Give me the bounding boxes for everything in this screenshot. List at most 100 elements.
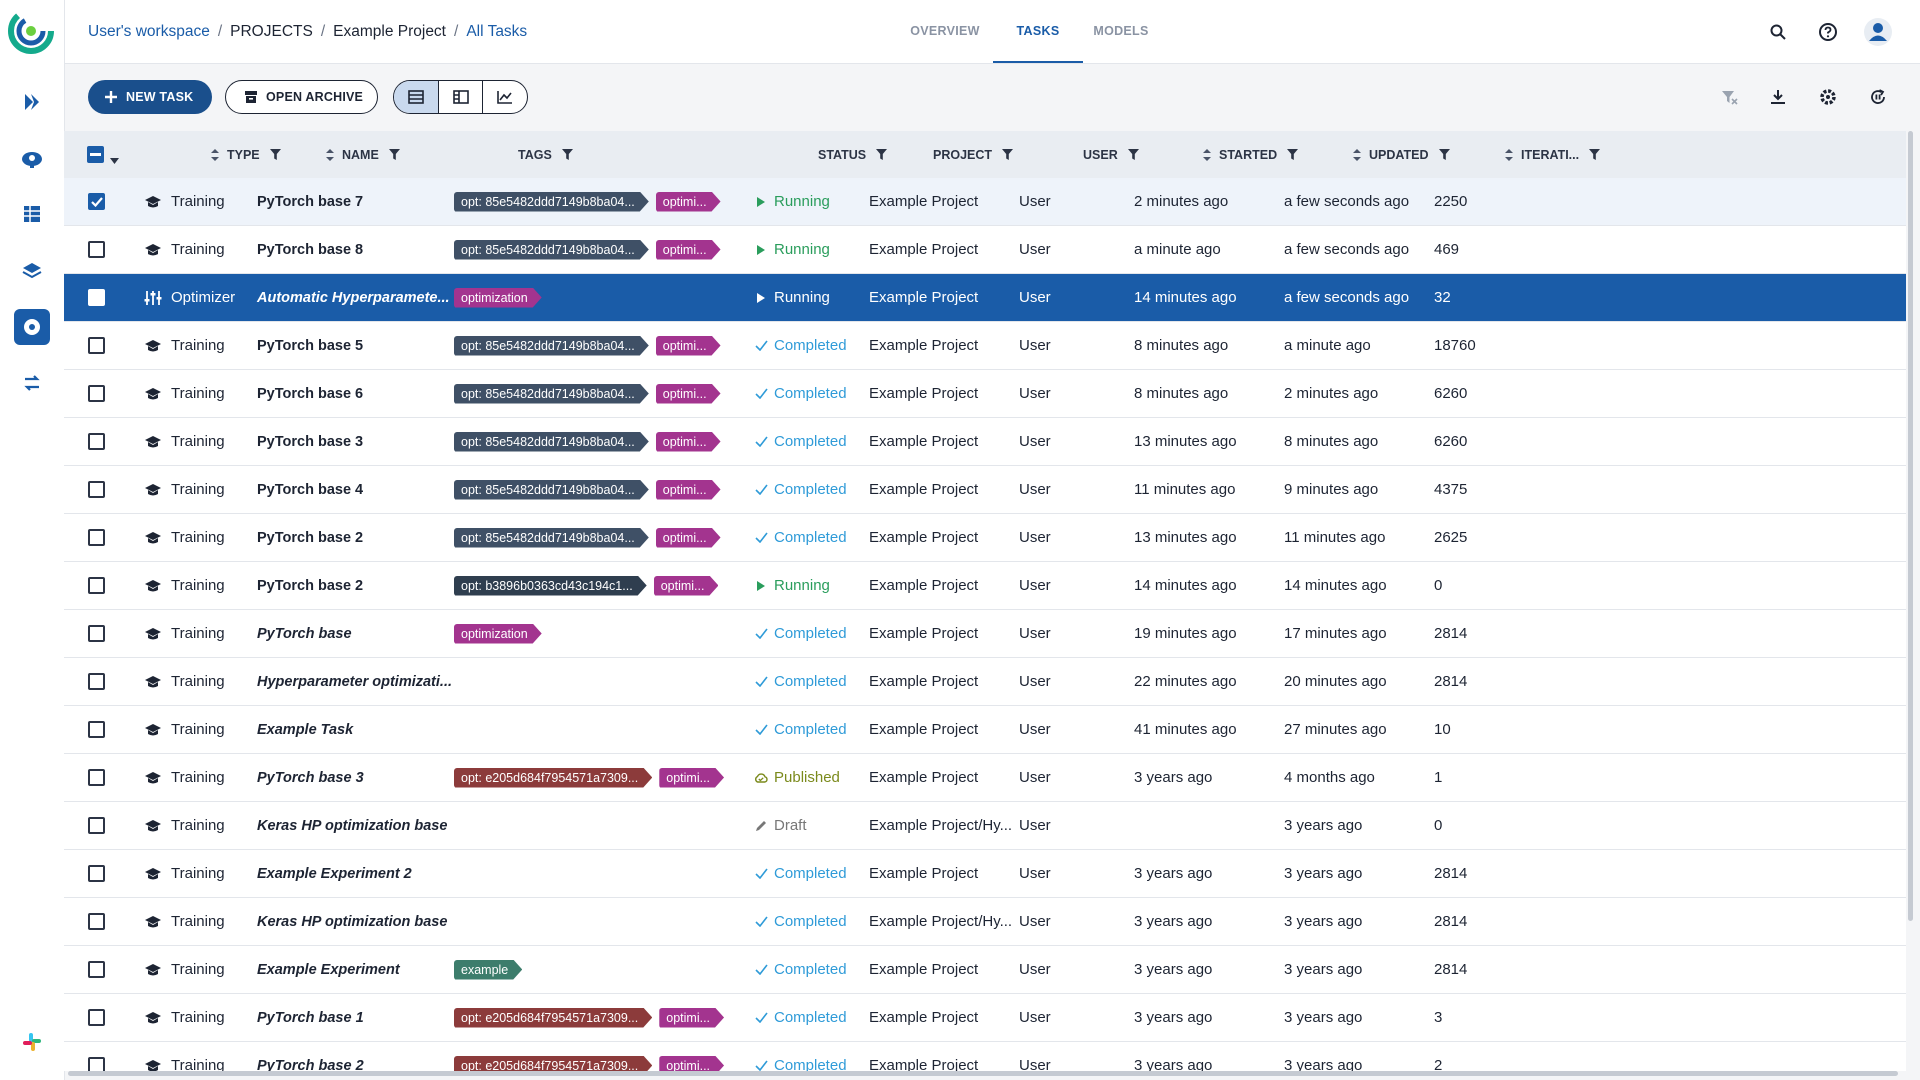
tag[interactable]: example xyxy=(454,960,522,980)
task-name[interactable]: PyTorch base 1 xyxy=(257,1009,364,1026)
filter-icon[interactable] xyxy=(1438,149,1450,160)
nav-orchestration[interactable] xyxy=(14,365,50,401)
auto-refresh-icon[interactable] xyxy=(1862,81,1894,113)
filter-icon[interactable] xyxy=(561,149,573,160)
compare-view-button[interactable] xyxy=(483,81,527,113)
tag[interactable]: optimi... xyxy=(656,480,721,500)
task-name[interactable]: PyTorch base 7 xyxy=(257,193,364,210)
task-name[interactable]: PyTorch base 4 xyxy=(257,481,364,498)
task-name[interactable]: PyTorch base 2 xyxy=(257,1057,364,1072)
sort-icon[interactable] xyxy=(1203,148,1211,161)
tag[interactable]: optimi... xyxy=(659,1008,724,1028)
tag[interactable]: optimization xyxy=(454,624,542,644)
logo[interactable] xyxy=(8,8,54,54)
table-row[interactable]: Training Keras HP optimization base Comple… xyxy=(64,898,1906,946)
open-archive-button[interactable]: OPEN ARCHIVE xyxy=(225,80,378,114)
sort-icon[interactable] xyxy=(326,148,334,161)
table-row[interactable]: Training PyTorch base optimization Complete… xyxy=(64,610,1906,658)
nav-layers[interactable] xyxy=(14,253,50,289)
row-checkbox[interactable] xyxy=(88,865,105,882)
table-row[interactable]: Training PyTorch base 2 opt: e205d684f7954… xyxy=(64,1042,1906,1071)
task-name[interactable]: Example Experiment xyxy=(257,961,400,978)
settings-icon[interactable] xyxy=(1812,81,1844,113)
row-checkbox[interactable] xyxy=(88,385,105,402)
row-checkbox[interactable] xyxy=(88,1057,105,1071)
task-name[interactable]: Example Task xyxy=(257,721,354,738)
nav-models[interactable] xyxy=(14,140,50,176)
row-checkbox[interactable] xyxy=(88,193,105,210)
sort-icon[interactable] xyxy=(211,148,219,161)
table-row[interactable]: Training PyTorch base 2 opt: b3896b0363cd4… xyxy=(64,562,1906,610)
table-row[interactable]: Training PyTorch base 3 opt: e205d684f7954… xyxy=(64,754,1906,802)
tag[interactable]: opt: b3896b0363cd43c194c1... xyxy=(454,576,647,596)
tag[interactable]: optimi... xyxy=(656,336,721,356)
sort-icon[interactable] xyxy=(1505,148,1513,161)
sort-icon[interactable] xyxy=(1353,148,1361,161)
breadcrumb-item[interactable]: Example Project xyxy=(333,22,446,40)
task-name[interactable]: PyTorch base xyxy=(257,625,352,642)
filter-icon[interactable] xyxy=(269,149,281,160)
nav-datasets[interactable] xyxy=(14,196,50,232)
tag[interactable]: optimi... xyxy=(656,240,721,260)
filter-icon[interactable] xyxy=(1127,149,1139,160)
tag[interactable]: optimi... xyxy=(656,528,721,548)
task-name[interactable]: PyTorch base 2 xyxy=(257,529,364,546)
table-row[interactable]: Optimizer Automatic Hyperparamete... optim… xyxy=(64,274,1906,322)
filter-icon[interactable] xyxy=(1589,149,1601,160)
table-row[interactable]: Training PyTorch base 4 opt: 85e5482ddd714… xyxy=(64,466,1906,514)
tag[interactable]: optimi... xyxy=(654,576,719,596)
breadcrumb-item[interactable]: User's workspace xyxy=(88,22,210,40)
tag[interactable]: opt: e205d684f7954571a7309... xyxy=(454,768,652,788)
row-checkbox[interactable] xyxy=(88,481,105,498)
task-name[interactable]: PyTorch base 8 xyxy=(257,241,364,258)
table-row[interactable]: Training PyTorch base 8 opt: 85e5482ddd714… xyxy=(64,226,1906,274)
row-checkbox[interactable] xyxy=(88,1009,105,1026)
tag[interactable]: opt: 85e5482ddd7149b8ba04... xyxy=(454,432,649,452)
tag[interactable]: optimi... xyxy=(659,1056,724,1072)
search-icon[interactable] xyxy=(1762,16,1794,48)
tag[interactable]: optimization xyxy=(454,288,542,308)
tag[interactable]: opt: 85e5482ddd7149b8ba04... xyxy=(454,240,649,260)
task-name[interactable]: PyTorch base 5 xyxy=(257,337,364,354)
filter-icon[interactable] xyxy=(876,149,888,160)
table-row[interactable]: Training Example Task Completed Example Pro… xyxy=(64,706,1906,754)
table-row[interactable]: Training PyTorch base 6 opt: 85e5482ddd714… xyxy=(64,370,1906,418)
filter-icon[interactable] xyxy=(388,149,400,160)
row-checkbox[interactable] xyxy=(88,817,105,834)
row-checkbox[interactable] xyxy=(88,433,105,450)
task-name[interactable]: PyTorch base 3 xyxy=(257,433,364,450)
task-name[interactable]: PyTorch base 2 xyxy=(257,577,364,594)
filter-icon[interactable] xyxy=(1002,149,1014,160)
select-all-checkbox[interactable] xyxy=(87,146,104,163)
row-checkbox[interactable] xyxy=(88,289,105,306)
details-view-button[interactable] xyxy=(439,81,484,113)
tab[interactable]: MODELS xyxy=(1093,23,1149,38)
tag[interactable]: optimi... xyxy=(656,432,721,452)
tag[interactable]: opt: e205d684f7954571a7309... xyxy=(454,1008,652,1028)
table-row[interactable]: Training PyTorch base 7 opt: 85e5482ddd714… xyxy=(64,178,1906,226)
task-name[interactable]: Keras HP optimization base xyxy=(257,817,448,834)
tag[interactable]: optimi... xyxy=(656,192,721,212)
tag[interactable]: optimi... xyxy=(656,384,721,404)
download-icon[interactable] xyxy=(1762,81,1794,113)
table-row[interactable]: Training Example Experiment example Complet… xyxy=(64,946,1906,994)
row-checkbox[interactable] xyxy=(88,529,105,546)
task-name[interactable]: PyTorch base 3 xyxy=(257,769,364,786)
nav-slack[interactable] xyxy=(14,1024,50,1060)
table-row[interactable]: Training PyTorch base 5 opt: 85e5482ddd714… xyxy=(64,322,1906,370)
table-row[interactable]: Training Hyperparameter optimizati... Comp… xyxy=(64,658,1906,706)
breadcrumb-item[interactable]: All Tasks xyxy=(466,22,528,40)
table-row[interactable]: Training PyTorch base 2 opt: 85e5482ddd714… xyxy=(64,514,1906,562)
table-row[interactable]: Training Example Experiment 2 Completed Exa… xyxy=(64,850,1906,898)
row-checkbox[interactable] xyxy=(88,241,105,258)
filter-icon[interactable] xyxy=(1287,149,1299,160)
task-name[interactable]: Keras HP optimization base xyxy=(257,913,448,930)
tag[interactable]: opt: 85e5482ddd7149b8ba04... xyxy=(454,528,649,548)
help-icon[interactable] xyxy=(1812,16,1844,48)
row-checkbox[interactable] xyxy=(88,961,105,978)
row-checkbox[interactable] xyxy=(88,721,105,738)
tab[interactable]: TASKS xyxy=(993,0,1083,63)
row-checkbox[interactable] xyxy=(88,673,105,690)
tag[interactable]: opt: 85e5482ddd7149b8ba04... xyxy=(454,192,649,212)
tag[interactable]: optimi... xyxy=(659,768,724,788)
